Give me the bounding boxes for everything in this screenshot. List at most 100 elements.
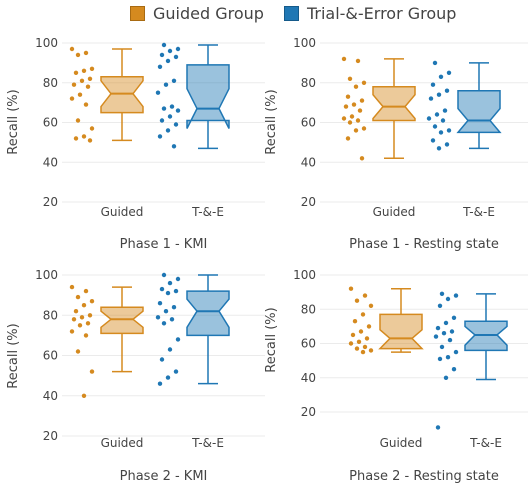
y-tick-label: 60 <box>43 349 58 363</box>
data-point <box>87 138 93 143</box>
data-point <box>438 130 444 135</box>
data-point <box>79 315 85 320</box>
x-category-label: T-&-E <box>469 436 502 450</box>
data-point <box>439 344 445 350</box>
data-point <box>173 369 179 374</box>
data-point <box>73 309 79 314</box>
data-point <box>443 375 449 380</box>
data-point <box>165 58 171 64</box>
data-point <box>173 122 179 127</box>
data-point <box>175 276 181 282</box>
data-point <box>77 92 83 97</box>
data-point <box>347 120 353 125</box>
data-point <box>433 334 439 339</box>
data-point <box>85 321 91 326</box>
data-point <box>89 369 95 374</box>
legend-item-trial-error[interactable]: Trial-&-Error Group <box>283 3 457 23</box>
y-axis-label: Recall (%) <box>6 323 21 388</box>
data-point <box>437 356 443 362</box>
data-point <box>161 106 167 111</box>
data-point <box>353 84 359 89</box>
data-point <box>71 82 77 87</box>
data-point <box>157 301 163 306</box>
legend[interactable]: Guided Group Trial-&-Error Group <box>130 0 456 26</box>
data-point <box>157 381 163 386</box>
data-point <box>81 68 87 74</box>
chart-panel-2: 20 40 60 80 100 Recall (%) Guided T-&-E Phase 1 … <box>264 36 528 252</box>
data-point <box>173 288 179 294</box>
data-point <box>161 272 167 278</box>
data-point <box>446 70 452 76</box>
legend-label-trial-error: Trial-&-Error Group <box>306 3 457 23</box>
data-point <box>167 114 173 119</box>
data-point <box>163 309 169 314</box>
data-point <box>81 303 87 308</box>
data-point <box>73 70 79 76</box>
y-tick-label: 60 <box>301 116 316 130</box>
data-point <box>167 347 173 352</box>
data-point <box>357 108 363 113</box>
chart-title: Phase 2 - KMI <box>120 469 208 484</box>
data-point <box>75 349 81 354</box>
data-point <box>345 94 351 99</box>
y-tick-label: 100 <box>293 36 316 50</box>
data-point <box>440 118 446 123</box>
data-point <box>435 325 441 331</box>
data-point <box>449 329 455 334</box>
box-body <box>186 64 230 129</box>
data-point <box>435 425 441 430</box>
data-point <box>169 317 175 322</box>
data-point <box>175 46 181 52</box>
y-tick-label: 20 <box>301 195 316 209</box>
box-body <box>186 290 230 337</box>
data-point <box>77 323 83 328</box>
data-point <box>173 54 179 60</box>
data-point <box>341 116 347 121</box>
box-body <box>456 89 502 134</box>
data-point <box>361 80 367 86</box>
y-tick-label: 80 <box>43 308 58 322</box>
data-point <box>438 74 444 80</box>
x-category-label: Guided <box>373 205 416 219</box>
data-point <box>426 116 432 121</box>
x-category-label: Guided <box>101 436 144 450</box>
x-category-label: T-&-E <box>191 205 224 219</box>
data-point <box>444 88 450 93</box>
data-point <box>360 312 366 317</box>
y-axis-label: Recall (%) <box>264 89 279 154</box>
y-tick-label: 60 <box>301 337 316 351</box>
y-tick-label: 80 <box>301 76 316 90</box>
data-point <box>351 102 357 107</box>
data-point <box>428 96 434 101</box>
box-body <box>378 313 424 350</box>
y-tick-label: 100 <box>35 36 58 50</box>
data-point <box>83 288 89 294</box>
data-point <box>439 291 445 296</box>
data-point <box>359 98 365 103</box>
data-point <box>368 303 374 308</box>
data-point <box>436 92 442 97</box>
data-point <box>161 321 167 326</box>
data-point <box>341 56 347 62</box>
data-point <box>354 346 360 351</box>
data-point <box>437 303 443 308</box>
data-point <box>69 284 75 290</box>
data-point <box>89 66 95 72</box>
data-point <box>163 82 169 87</box>
box-body <box>100 76 144 114</box>
data-point <box>358 329 364 334</box>
data-point <box>343 104 349 109</box>
data-point <box>157 134 163 139</box>
legend-item-guided[interactable]: Guided Group <box>130 4 264 23</box>
x-category-label: T-&-E <box>191 436 224 450</box>
data-point <box>441 331 447 336</box>
data-point <box>81 134 87 139</box>
data-point <box>89 126 95 131</box>
box-body <box>100 306 144 335</box>
data-point <box>171 78 177 84</box>
data-point <box>345 136 351 141</box>
data-point <box>171 144 177 149</box>
data-point <box>432 60 438 66</box>
data-point <box>432 124 438 129</box>
data-point <box>155 315 161 320</box>
